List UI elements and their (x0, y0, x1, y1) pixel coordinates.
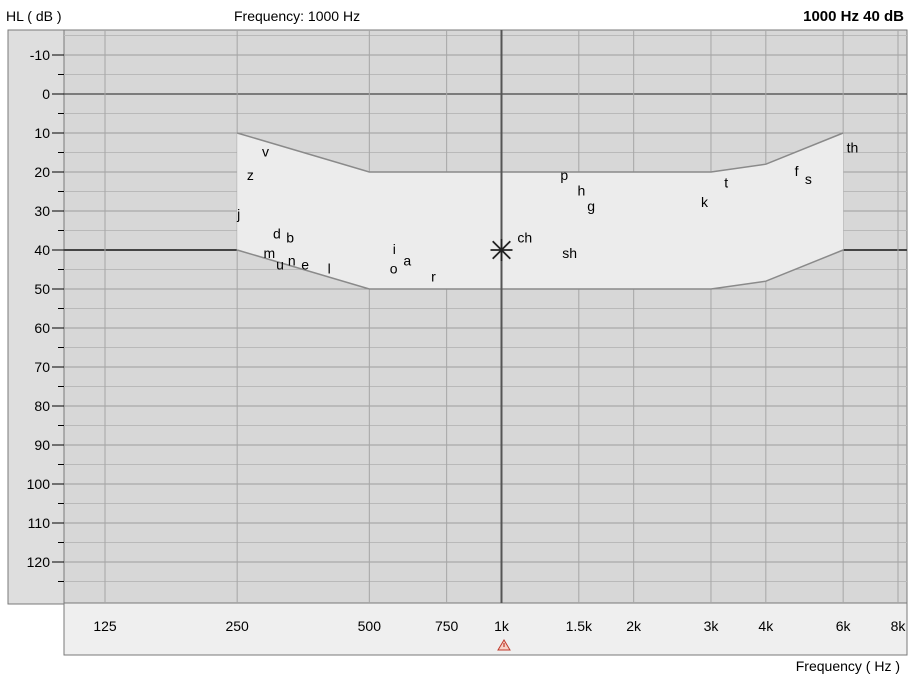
y-tick-label: 70 (34, 359, 50, 375)
phoneme-r: r (431, 268, 436, 284)
x-axis-panel (63, 601, 908, 656)
y-tick-labels: -10 0 10 20 30 40 50 60 70 80 90 100 110 120 (27, 47, 64, 582)
phoneme-th: th (847, 140, 859, 156)
phoneme-p: p (560, 167, 568, 183)
phoneme-sh: sh (562, 245, 577, 261)
x-tick-label: 3k (704, 618, 720, 634)
y-tick-label: 50 (34, 281, 50, 297)
x-tick-label: 4k (758, 618, 774, 634)
phoneme-f: f (795, 163, 799, 179)
phoneme-z: z (247, 167, 254, 183)
y-tick-label: 100 (27, 476, 51, 492)
x-tick-label: 125 (93, 618, 117, 634)
x-tick-label: 1k (494, 618, 510, 634)
phoneme-l: l (328, 261, 331, 277)
threshold-star-marker[interactable] (490, 239, 513, 261)
y-axis-panel (7, 29, 65, 605)
y-tick-label: 60 (34, 320, 50, 336)
phoneme-ch: ch (517, 229, 532, 245)
plot-area[interactable] (63, 29, 908, 604)
y-axis-title: HL ( dB ) (6, 8, 62, 24)
phoneme-u: u (276, 257, 284, 273)
phoneme-d: d (273, 225, 281, 241)
x-tick-label: 750 (435, 618, 459, 634)
x-tick-labels: 125 250 500 750 1k 1.5k 2k 3k 4k 6k 8k (93, 618, 906, 634)
phoneme-n: n (288, 253, 296, 269)
phoneme-b: b (286, 229, 294, 245)
y-tick-label: 20 (34, 164, 50, 180)
y-tick-label: 10 (34, 125, 50, 141)
phoneme-i: i (393, 241, 396, 257)
phoneme-t: t (724, 175, 728, 191)
x-tick-label: 6k (836, 618, 852, 634)
phoneme-k: k (701, 194, 709, 210)
x-tick-label: 500 (358, 618, 382, 634)
y-tick-label: 0 (42, 86, 50, 102)
phoneme-o: o (390, 261, 398, 277)
phoneme-e: e (301, 257, 309, 273)
banana-upper-edge (236, 132, 844, 173)
banana-lower-edge (236, 249, 844, 290)
y-tick-label: -10 (30, 47, 50, 63)
y-tick-label: 80 (34, 398, 50, 414)
speech-banana-outline (236, 132, 844, 290)
phoneme-h: h (577, 183, 585, 199)
y-tick-label: 90 (34, 437, 50, 453)
phoneme-m: m (264, 245, 276, 261)
phoneme-a: a (403, 253, 411, 269)
current-value-readout: 1000 Hz 40 dB (803, 8, 904, 25)
y-tick-label: 110 (28, 515, 51, 531)
x-axis-title: Frequency ( Hz ) (795, 658, 900, 674)
frequency-cursor[interactable] (490, 30, 513, 603)
x-tick-label: 8k (891, 618, 907, 634)
phoneme-s: s (805, 171, 812, 187)
frequency-readout: Frequency: 1000 Hz (234, 8, 361, 24)
star-arm (492, 240, 511, 260)
phoneme-j: j (236, 206, 240, 222)
x-tick-label: 250 (225, 618, 249, 634)
y-tick-label: 30 (34, 203, 50, 219)
frequency-marker[interactable] (497, 639, 511, 651)
y-tick-label: 120 (27, 554, 51, 570)
phoneme-labels: vz j d bmu n e l iao r ch sh phg kt f s th (236, 140, 858, 285)
phoneme-g: g (587, 198, 595, 214)
phoneme-v: v (262, 144, 269, 160)
x-tick-label: 2k (626, 618, 642, 634)
y-tick-label: 40 (34, 242, 50, 258)
x-tick-label: 1.5k (566, 618, 593, 634)
